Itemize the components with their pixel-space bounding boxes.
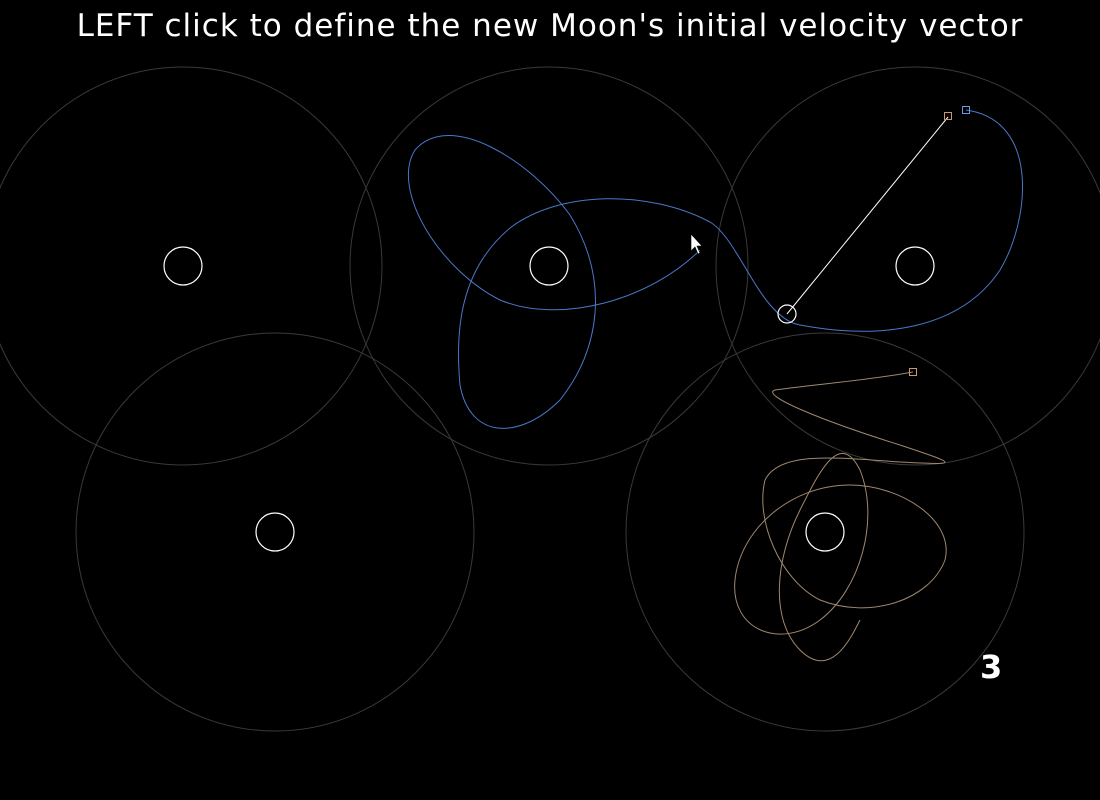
moon-count: 3 <box>980 648 1003 686</box>
new-moon-start[interactable] <box>777 304 797 324</box>
influence-ring <box>625 332 1025 732</box>
influence-ring <box>349 66 749 466</box>
arrow-pointer-icon <box>690 233 703 255</box>
planet <box>163 246 203 286</box>
moon-marker-blue <box>962 106 970 114</box>
planet <box>805 512 845 552</box>
planet <box>529 246 569 286</box>
moon-orbit-trail-tan <box>734 371 947 662</box>
velocity-vector <box>786 116 949 315</box>
influence-ring <box>75 332 475 732</box>
planet <box>895 246 935 286</box>
instruction-text: LEFT click to define the new Moon's init… <box>76 8 1024 44</box>
moon-orbit-trail-blue <box>407 109 1024 429</box>
moon-marker-tan <box>909 368 917 376</box>
planet <box>255 512 295 552</box>
influence-ring <box>0 66 383 466</box>
velocity-vector-tip <box>944 112 952 120</box>
influence-ring <box>715 66 1100 466</box>
